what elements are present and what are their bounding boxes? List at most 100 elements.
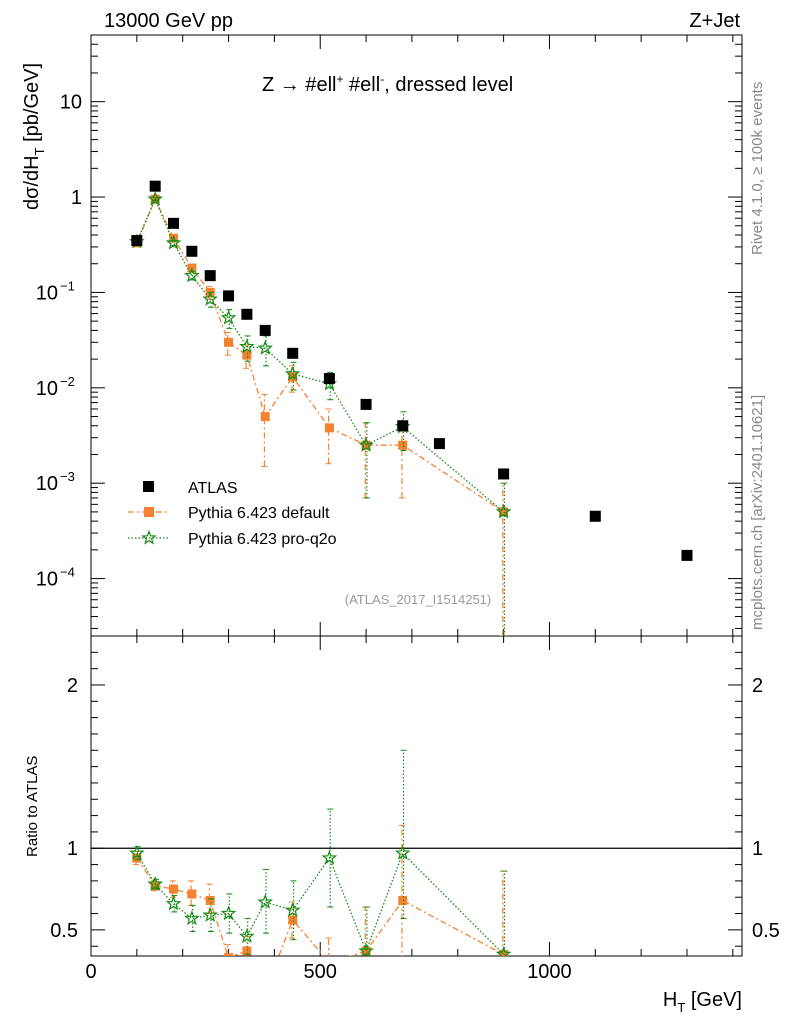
ratio-default-data-point: [288, 915, 298, 925]
ratio-proq2o-data-point: [257, 893, 274, 909]
proq2o-data-point: [165, 234, 182, 250]
ratio-y-tick-label: 1: [67, 838, 78, 860]
legend-atlas-label: ATLAS: [188, 480, 238, 497]
atlas-data-point: [360, 398, 372, 410]
ratio-tick-labels: 0.5 0.5 1 1 2 2 0 500 1000: [50, 675, 780, 983]
ratio-proq2o-data-point: [321, 849, 338, 865]
default-data-point: [242, 350, 252, 360]
atlas-data-point: [131, 235, 143, 247]
ratio-default-data-point: [150, 881, 160, 891]
x-tick-label: 0: [85, 961, 96, 983]
ratio-y-tick-label-right: 0.5: [752, 920, 780, 942]
legend: ATLAS Pythia 6.423 default Pythia 6.423 …: [128, 480, 337, 548]
ratio-default-data-point: [205, 895, 215, 905]
default-data-point: [224, 337, 234, 347]
ratio-proq2o-data-point: [147, 875, 163, 891]
legend-default-marker: [144, 507, 154, 517]
ratio-default-data-point: [169, 884, 179, 894]
proq2o-data-point: [202, 290, 219, 306]
x-tick-label: 500: [304, 961, 337, 983]
main-y-tick-label: 10 −3: [36, 469, 75, 495]
atlas-data-point: [681, 549, 693, 561]
atlas-data-point: [259, 324, 271, 336]
default-data-point: [169, 233, 179, 243]
x-tick-label: 1000: [527, 961, 572, 983]
ratio-y-axis-label: Ratio to ATLAS: [24, 756, 41, 857]
proq2o-data-point: [495, 503, 512, 519]
legend-proq2o-marker: [141, 529, 157, 545]
atlas-data-point: [168, 217, 180, 229]
main-y-tick-label: 10 −1: [36, 278, 75, 304]
energy-label: 13000 GeV pp: [104, 10, 233, 32]
process-label: Z+Jet: [689, 10, 740, 32]
ratio-proq2o-data-point: [358, 942, 374, 956]
proq2o-data-point: [284, 365, 301, 381]
atlas-data-point: [204, 270, 216, 282]
main-panel-title: Z → #ell+ #ell-, dressed level: [262, 72, 513, 96]
atlas-data-point: [186, 245, 198, 257]
ratio-y-tick-label-right: 1: [752, 838, 763, 860]
main-y-tick-label: 10: [60, 92, 82, 114]
ratio-default-data-point: [224, 953, 234, 956]
legend-default-label: Pythia 6.423 default: [188, 505, 330, 522]
proq2o-data-point: [220, 309, 237, 325]
main-panel-marks: [129, 180, 693, 636]
main-y-tick-label: 10 −2: [36, 374, 75, 400]
ratio-proq2o-data-point: [495, 946, 512, 956]
main-y-tick-label: 10 −4: [36, 565, 75, 591]
atlas-data-point: [498, 468, 510, 480]
legend-atlas-marker: [143, 481, 154, 492]
ratio-default-data-point: [187, 889, 197, 899]
atlas-data-point: [433, 438, 445, 450]
main-y-tick-labels: 10 1 10−1 10−2 10−3 10−4: [36, 92, 82, 591]
atlas-data-point: [287, 347, 299, 359]
atlas-data-point: [397, 420, 409, 432]
default-data-point: [260, 412, 270, 422]
ratio-default-data-point: [242, 946, 252, 956]
atlas-data-point: [241, 308, 253, 320]
atlas-data-point: [149, 180, 161, 192]
ratio-axis-ticks: [90, 636, 742, 956]
atlas-data-point: [323, 373, 335, 385]
atlas-data-point: [223, 290, 235, 302]
main-y-tick-label: 1: [71, 187, 82, 209]
ratio-default-data-point: [132, 853, 142, 863]
ratio-panel-marks: [129, 749, 512, 996]
proq2o-series-line: [136, 197, 505, 513]
x-axis-label: HT [GeV]: [663, 989, 742, 1015]
main-axis-ticks: [90, 34, 742, 636]
default-data-point: [324, 423, 334, 433]
ratio-panel-frame: [90, 635, 743, 957]
ratio-default-data-point: [261, 987, 270, 996]
ratio-proq2o-series-line: [136, 851, 505, 955]
main-y-axis-label: dσ/dHT [pb/GeV]: [21, 63, 47, 210]
ratio-proq2o-data-point: [239, 928, 255, 944]
default-data-point: [361, 440, 371, 450]
ratio-proq2o-data-point: [284, 902, 301, 917]
ratio-proq2o-data-point: [202, 906, 219, 922]
legend-proq2o-label: Pythia 6.423 pro-q2o: [188, 531, 337, 548]
proq2o-data-point: [257, 340, 274, 355]
ratio-y-tick-label-right: 2: [752, 675, 763, 697]
ratio-proq2o-data-point: [184, 910, 200, 926]
atlas-data-point: [589, 510, 601, 522]
ratio-default-data-point: [398, 895, 408, 905]
proq2o-data-point: [239, 338, 255, 354]
default-data-point: [398, 440, 408, 450]
rivet-version-label: Rivet 4.1.0, ≥ 100k events: [749, 82, 766, 255]
proq2o-data-point: [358, 437, 374, 452]
proq2o-data-point: [184, 267, 200, 283]
ratio-proq2o-data-point: [165, 895, 182, 911]
ratio-y-tick-label: 0.5: [50, 920, 78, 942]
proq2o-data-point: [147, 190, 163, 206]
analysis-id-annotation: (ATLAS_2017_I1514251): [345, 592, 491, 607]
ratio-y-tick-label: 2: [67, 675, 78, 697]
ratio-proq2o-data-point: [220, 905, 237, 921]
ratio-proq2o-data-point: [129, 844, 145, 860]
mcplots-label: mcplots.cern.ch [arXiv:2401.10621]: [749, 395, 766, 630]
ratio-proq2o-data-point: [394, 844, 411, 860]
default-data-point: [499, 507, 509, 517]
ratio-default-data-point: [361, 946, 371, 956]
ratio-default-data-point: [499, 949, 509, 956]
